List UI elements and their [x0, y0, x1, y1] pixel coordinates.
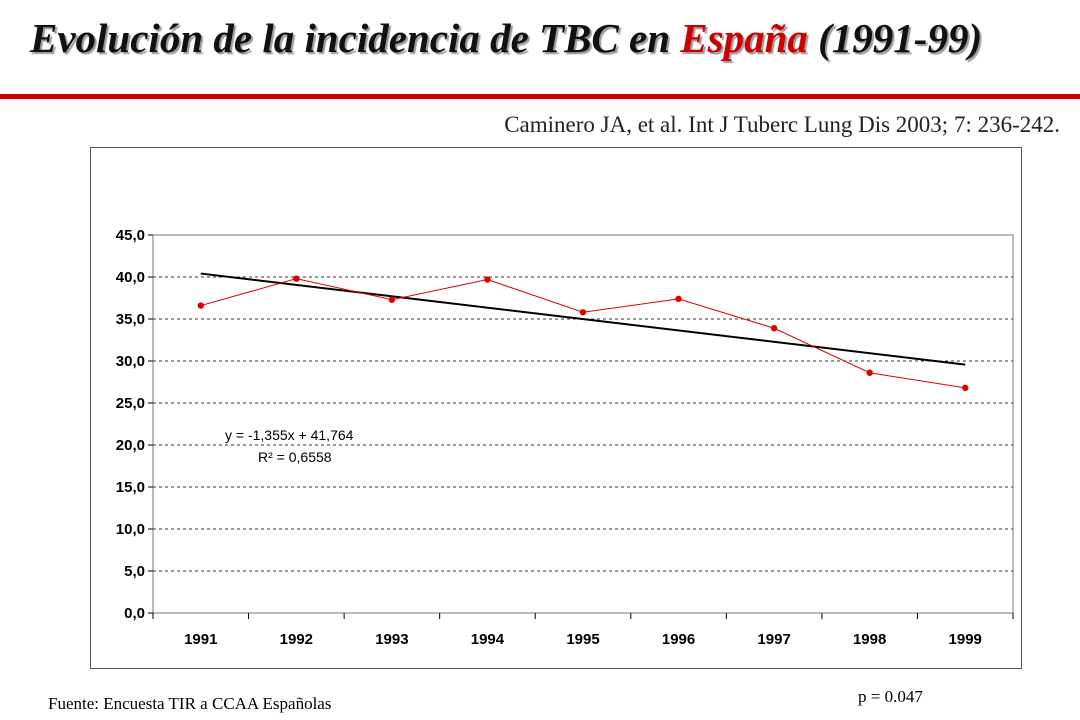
- axis-layer: 0,0 5,0 10,0 15,0 20,0 25,0 30,0 35,0 40,0 45,0 19…: [116, 227, 1014, 648]
- y-tick-label: 0,0: [124, 605, 145, 622]
- title-text-pre: Evolución de la incidencia de TBC en: [30, 15, 681, 61]
- y-tick-label: 30,0: [116, 353, 145, 370]
- title-highlight: España: [680, 15, 808, 61]
- citation: Caminero JA, et al. Int J Tuberc Lung Di…: [504, 112, 1060, 137]
- trendline-r2: R² = 0,6558: [258, 449, 332, 465]
- x-tick-label: 1999: [949, 631, 982, 648]
- source-note: Fuente: Encuesta TIR a CCAA Españolas: [48, 694, 332, 713]
- y-tick-label: 5,0: [124, 563, 145, 580]
- y-tick-label: 45,0: [116, 227, 145, 244]
- x-tick-label: 1994: [471, 631, 505, 648]
- data-point: [293, 275, 300, 282]
- data-point: [579, 309, 587, 316]
- grid-layer: [153, 276, 1013, 572]
- x-tick-label: 1993: [375, 631, 408, 648]
- x-tick-label: 1991: [184, 631, 217, 648]
- y-tick-label: 40,0: [116, 269, 145, 286]
- x-tick-label: 1995: [566, 631, 599, 648]
- data-point: [484, 276, 491, 283]
- series-layer: [197, 275, 969, 392]
- x-tick-label: 1997: [757, 631, 790, 648]
- trendline: [200, 272, 966, 366]
- y-tick-label: 20,0: [116, 437, 145, 454]
- x-tick-label: 1996: [662, 631, 695, 648]
- title-divider: [0, 94, 1080, 99]
- page-title: Evolución de la incidencia de TBC en Esp…: [30, 14, 982, 62]
- data-point: [388, 296, 396, 303]
- plot-area-border: [152, 234, 1014, 614]
- data-point: [962, 384, 969, 392]
- x-tick-label: 1998: [853, 631, 886, 648]
- data-point: [770, 325, 778, 332]
- y-tick-label: 35,0: [116, 311, 145, 328]
- p-value: p = 0.047: [858, 687, 923, 706]
- y-tick-label: 10,0: [116, 521, 145, 538]
- trendline-equation: y = -1,355x + 41,764: [225, 427, 354, 443]
- incidence-chart: 0,0 5,0 10,0 15,0 20,0 25,0 30,0 35,0 40,0 45,0 19…: [116, 227, 1014, 648]
- data-point: [675, 295, 682, 303]
- trend-layer: [200, 272, 966, 366]
- series-line: [200, 278, 966, 389]
- chart-frame: 0,0 5,0 10,0 15,0 20,0 25,0 30,0 35,0 40,0 45,0 19…: [90, 147, 1022, 669]
- data-point: [866, 369, 873, 376]
- data-point: [197, 302, 204, 309]
- title-text-post: (1991-99): [807, 15, 983, 61]
- x-tick-label: 1992: [280, 631, 313, 648]
- y-tick-label: 25,0: [116, 395, 145, 412]
- y-tick-label: 15,0: [116, 479, 145, 496]
